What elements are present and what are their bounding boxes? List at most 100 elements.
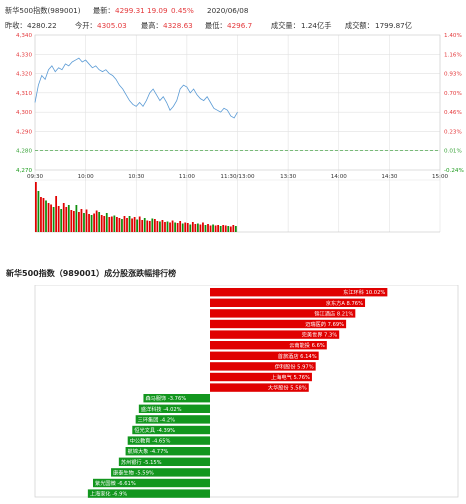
volume-bar [169,222,171,232]
rank-bar-up [210,372,312,382]
volume-bar [116,217,118,232]
rank-bar-up [210,309,356,318]
volume-bar [234,226,237,232]
volume-bar [100,215,103,232]
volume-bar [176,223,179,232]
volume-bar [80,209,83,232]
rank-label-down: 上海家化 -6.9% [90,490,128,498]
volume-bar [83,213,85,232]
rank-label-down: 紫光国微 -6.61% [95,479,136,487]
volume-bar [204,225,207,232]
low-value: 4296.7 [227,21,253,30]
y-tick-left: 4,320 [16,72,32,78]
volume-bar [186,223,189,232]
y-tick-left: 4,270 [16,168,32,174]
volume-bar [194,224,197,232]
rank-label-down: 三环集团 -4.2% [138,415,176,423]
x-tick-label: 11:30/13:00 [220,174,255,180]
index-name: 新华500指数(989001) [5,6,81,15]
rank-label-up: 锦江酒店 8.21% [314,309,353,317]
volume-bar [90,215,93,232]
volume-bar [161,220,164,232]
y-tick-right: 0.01% [444,149,462,155]
y-tick-right: -0.24% [444,168,464,174]
rank-label-down: 航锦大象 -4.77% [128,447,169,455]
volume-bar [65,207,68,232]
rank-bar-down [143,394,210,403]
x-tick-label: 13:30 [280,174,297,180]
price-grid [34,34,441,233]
rank-bar-up [210,288,388,297]
rank-bar-up [210,341,327,350]
rank-label-up: 首旅酒店 6.14% [278,352,317,360]
rank-bar-down [132,425,210,435]
x-tick-label: 11:00 [179,174,196,180]
volume-bar [214,225,217,232]
rank-bar-up [210,330,340,339]
open-value: 4305.03 [97,21,127,30]
volume-bar [35,182,37,232]
volume-bar [159,221,161,232]
volume-bar [153,219,156,232]
prev-close-label: 昨收： [5,21,27,30]
volume-bar [40,197,42,232]
volume-bar [224,225,227,232]
volume-bar [121,219,123,232]
y-tick-right: 0.23% [444,129,462,135]
y-axis-left: 4,340 4,330 4,320 4,310 4,300 4,290 4,280 4,270 [16,33,32,174]
volume-bar [93,213,95,232]
ranking-frame [34,285,459,498]
volume-bar [72,211,75,232]
x-tick-label: 15:00 [432,174,449,180]
rank-label-up: 大华股份 5.58% [268,384,307,392]
volume-bar [67,205,70,232]
rank-label-down: 恒光文具 -4.39% [134,426,175,434]
volume-bar [110,216,113,232]
volume-bar [171,220,174,232]
volume-bars [35,182,237,232]
volume-bar [85,209,88,232]
volume-bar [207,224,209,232]
y-tick-left: 4,290 [16,129,32,135]
volume-bar [123,216,126,232]
open-label: 今开： [75,21,97,30]
volume-bar [209,225,212,232]
volume-bar [108,217,111,232]
rank-label-down: 中公教育 -4.65% [130,437,171,445]
volume-bar [166,221,169,232]
x-tick-label: 09:30 [27,174,44,180]
volume-bar [37,191,40,232]
rank-bar-down [111,468,210,477]
high-label: 最高： [141,21,163,30]
rank-bar-down [87,489,210,498]
volume-bar [50,204,52,232]
y-tick-right: 0.46% [444,110,462,116]
low-label: 最低： [205,21,227,30]
volume-bar [232,225,235,232]
volume-label: 成交量： [271,21,300,30]
rank-label-down: 康泰生物 -5.59% [113,468,154,476]
rank-label-up: 东江环科 10.02% [343,288,385,296]
price-series-line [34,57,238,119]
quote-date: 2020/06/08 [207,6,249,15]
rank-label-down: 盛洋科技 -4.02% [141,405,182,413]
rank-bar-up [210,383,309,392]
volume-bar [181,223,184,232]
volume-bar [219,226,222,232]
x-tick-label: 10:00 [78,174,95,180]
volume-bar [222,225,225,232]
rank-label-up: 上海电气 5.76% [271,373,310,381]
volume-bar [151,218,154,232]
volume-bar [191,222,194,232]
intraday-chart: 4,340 4,330 4,320 4,310 4,300 4,290 4,280 4,270… [16,33,464,233]
volume-bar [136,219,139,232]
rank-label-up: 京东方A 8.76% [326,299,363,307]
quote-header-row-2: 昨收： 4280.22 今开： 4305.03 最高： 4328.63 最低： … [5,21,465,31]
volume-bar [184,222,187,232]
volume-bar [133,217,136,232]
volume-bar [227,226,230,232]
latest-label: 最新： [93,6,115,15]
rank-bar-down [118,457,210,466]
rank-label-down: 森马服饰 -3.76% [145,394,186,402]
volume-bar [60,209,63,232]
